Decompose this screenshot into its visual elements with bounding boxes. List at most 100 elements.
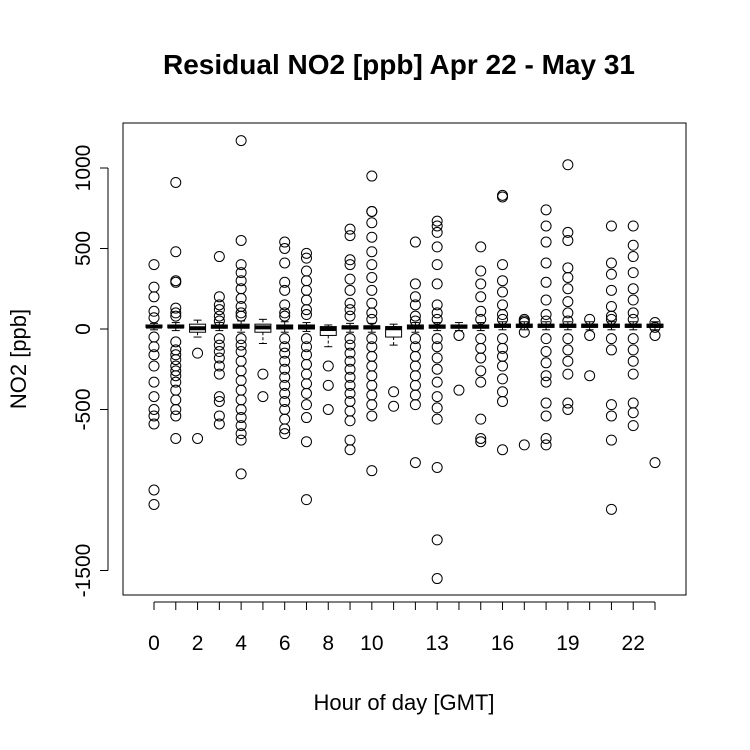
boxplot-hour-4	[232, 320, 250, 333]
outlier-point	[475, 265, 487, 277]
outlier-point	[627, 344, 639, 356]
outlier-point	[431, 341, 443, 353]
outlier-point	[300, 341, 312, 353]
outlier-point	[235, 135, 247, 147]
x-tick-label: 2	[192, 632, 204, 655]
outlier-point	[279, 276, 291, 288]
outlier-point	[235, 384, 247, 396]
outlier-point	[627, 294, 639, 306]
outlier-point	[235, 394, 247, 406]
boxplot-hour-21	[602, 321, 620, 331]
outlier-point	[148, 305, 160, 317]
outlier-point	[235, 333, 247, 345]
outlier-point	[148, 410, 160, 422]
outlier-point	[605, 333, 617, 345]
outlier-point	[388, 400, 400, 412]
outlier-point	[213, 368, 225, 380]
outlier-point	[409, 278, 421, 290]
outlier-point	[300, 284, 312, 296]
outlier-point	[213, 352, 225, 364]
outlier-point	[148, 498, 160, 510]
outlier-point	[562, 307, 574, 319]
plot-frame	[122, 122, 687, 596]
boxplot-hour-16	[494, 321, 512, 331]
x-axis: 0 2 4 6 8 10 13 16 19 22	[148, 601, 656, 655]
outlier-point	[366, 360, 378, 372]
outlier-point	[279, 379, 291, 391]
x-axis-label: Hour of day [GMT]	[314, 690, 495, 715]
outlier-point	[344, 387, 356, 399]
outlier-point	[279, 387, 291, 399]
outlier-point	[148, 341, 160, 353]
outlier-point	[475, 432, 487, 444]
outlier-point	[431, 226, 443, 238]
outlier-point	[213, 339, 225, 351]
outlier-point	[475, 352, 487, 364]
outlier-point	[540, 276, 552, 288]
outlier-point	[192, 432, 204, 444]
outlier-point	[453, 329, 465, 341]
box	[319, 326, 337, 336]
outlier-point	[562, 271, 574, 283]
outlier-point	[627, 407, 639, 419]
outlier-point	[366, 231, 378, 243]
outlier-point	[409, 315, 421, 327]
outlier-point	[409, 236, 421, 248]
outlier-point	[148, 418, 160, 430]
outlier-point	[235, 292, 247, 304]
outlier-point	[366, 410, 378, 422]
outlier-point	[279, 363, 291, 375]
outlier-point	[431, 413, 443, 425]
outlier-point	[605, 313, 617, 325]
outlier-point	[562, 315, 574, 327]
outlier-point	[279, 423, 291, 435]
outlier-point	[475, 291, 487, 303]
outlier-point	[431, 352, 443, 364]
outlier-point	[409, 379, 421, 391]
outlier-point	[257, 391, 269, 403]
outlier-point	[344, 371, 356, 383]
outlier-point	[540, 204, 552, 216]
outlier-point	[431, 299, 443, 311]
outlier-point	[540, 220, 552, 232]
outlier-point	[300, 333, 312, 345]
outlier-point	[497, 309, 509, 321]
outlier-point	[562, 368, 574, 380]
y-axis: 1000 500 0 -500 -1500	[72, 145, 109, 597]
outlier-point	[300, 436, 312, 448]
outlier-point	[235, 428, 247, 440]
outlier-point	[627, 220, 639, 232]
outlier-point	[322, 379, 334, 391]
outlier-point	[562, 355, 574, 367]
outlier-point	[409, 457, 421, 469]
outlier-point	[300, 368, 312, 380]
outlier-point	[431, 402, 443, 414]
outlier-point	[213, 418, 225, 430]
y-axis-label: NO2 [ppb]	[6, 309, 31, 409]
outlier-point	[235, 375, 247, 387]
boxplot-hour-12	[406, 322, 424, 333]
outlier-point	[170, 432, 182, 444]
outlier-point	[344, 415, 356, 427]
outlier-point	[235, 339, 247, 351]
outlier-point	[431, 259, 443, 271]
outlier-point	[322, 360, 334, 372]
outlier-point	[170, 310, 182, 322]
outlier-point	[409, 360, 421, 372]
outlier-point	[279, 333, 291, 345]
outlier-point	[300, 412, 312, 424]
outlier-point	[497, 342, 509, 354]
outlier-point	[300, 247, 312, 259]
outlier-point	[518, 439, 530, 451]
outlier-point	[540, 333, 552, 345]
x-tick-label: 4	[235, 632, 247, 655]
boxplot-hour-14	[450, 322, 468, 332]
outlier-point	[235, 307, 247, 319]
outlier-point	[213, 410, 225, 422]
x-tick-label: 16	[491, 632, 514, 655]
outlier-point	[497, 444, 509, 456]
outlier-point	[148, 349, 160, 361]
outlier-point	[605, 220, 617, 232]
outlier-point	[257, 368, 269, 380]
outlier-point	[279, 310, 291, 322]
